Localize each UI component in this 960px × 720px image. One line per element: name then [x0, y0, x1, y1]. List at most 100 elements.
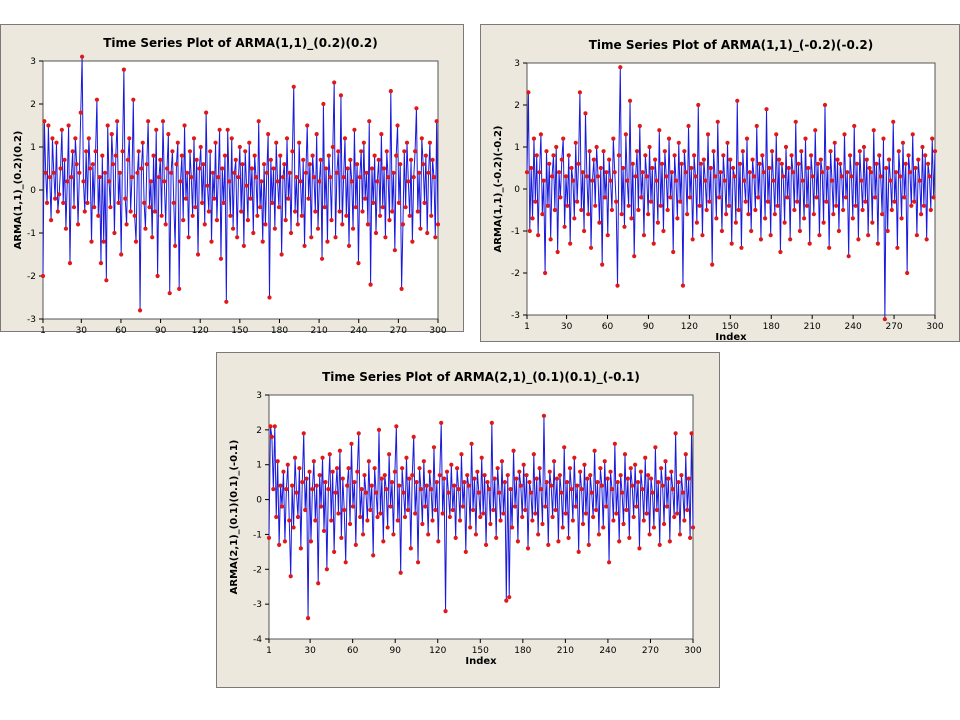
data-point — [615, 480, 620, 485]
data-point — [404, 455, 409, 460]
data-point — [896, 149, 901, 154]
data-point — [793, 119, 798, 124]
data-point — [815, 161, 821, 166]
data-point — [453, 535, 458, 541]
data-point — [332, 80, 337, 85]
x-tick-label: 30 — [76, 326, 88, 333]
data-point — [486, 487, 492, 492]
data-point — [61, 200, 66, 205]
data-point — [152, 209, 157, 214]
data-point — [601, 149, 606, 154]
data-point — [375, 179, 380, 184]
data-point — [676, 140, 681, 145]
series-line — [526, 67, 936, 320]
data-point — [563, 511, 568, 516]
data-point — [378, 511, 383, 516]
data-point — [360, 209, 365, 214]
data-point — [319, 256, 325, 261]
data-point — [530, 216, 535, 221]
data-point — [269, 434, 274, 439]
data-point — [363, 196, 368, 201]
data-point — [284, 136, 290, 141]
x-tick-label: 90 — [389, 646, 401, 656]
data-point — [270, 200, 275, 205]
data-point — [160, 119, 166, 124]
data-point — [802, 216, 807, 221]
data-point — [304, 476, 309, 481]
data-point — [340, 222, 345, 227]
data-point — [199, 200, 205, 205]
data-point — [683, 452, 688, 457]
data-point — [356, 431, 361, 436]
data-point — [113, 153, 118, 158]
data-point — [379, 132, 384, 137]
data-point — [386, 175, 391, 180]
data-point — [431, 445, 437, 450]
data-point — [602, 195, 608, 200]
data-point — [278, 483, 283, 488]
data-point — [243, 149, 248, 154]
data-point — [662, 149, 667, 154]
data-point — [576, 161, 581, 166]
data-point — [730, 165, 736, 171]
data-point — [921, 203, 926, 208]
data-point — [757, 161, 762, 166]
data-point — [839, 174, 844, 179]
data-point — [710, 262, 715, 267]
data-point — [421, 162, 426, 167]
data-point — [774, 132, 779, 137]
data-point — [885, 228, 890, 234]
y-tick-label: 1 — [30, 143, 36, 153]
data-point — [673, 178, 679, 183]
data-point — [315, 226, 321, 231]
data-point — [226, 179, 232, 184]
data-point — [781, 174, 786, 179]
y-tick-label: -3 — [27, 315, 36, 325]
data-point — [291, 84, 296, 89]
data-point — [606, 560, 612, 565]
data-point — [93, 149, 98, 154]
data-point — [400, 222, 406, 227]
data-point — [803, 136, 808, 141]
data-point — [67, 261, 73, 266]
data-point — [55, 209, 60, 214]
y-tick-label: -2 — [511, 269, 520, 279]
data-point — [402, 149, 407, 154]
data-point — [648, 476, 654, 481]
data-point — [565, 480, 570, 485]
data-point — [425, 230, 430, 236]
data-point — [279, 504, 285, 509]
data-point — [460, 504, 466, 509]
data-point — [561, 136, 566, 141]
data-point — [528, 490, 534, 495]
data-point — [563, 174, 569, 179]
data-point — [549, 174, 555, 179]
data-point — [285, 462, 290, 467]
data-point — [543, 270, 548, 276]
data-point — [309, 235, 314, 240]
data-point — [685, 507, 690, 513]
data-point — [230, 226, 236, 231]
data-point — [849, 174, 854, 179]
data-point — [241, 243, 246, 248]
data-point — [573, 140, 578, 145]
data-point — [547, 469, 552, 474]
data-point — [821, 220, 826, 225]
data-point — [251, 230, 256, 236]
data-point — [520, 514, 525, 520]
data-point — [311, 459, 316, 464]
data-point — [580, 170, 585, 175]
data-point — [166, 132, 171, 137]
data-point — [750, 157, 755, 162]
data-point — [927, 174, 932, 179]
data-point — [630, 483, 635, 488]
data-point — [679, 161, 684, 166]
data-point — [822, 102, 828, 108]
x-tick-label: 90 — [643, 322, 655, 332]
data-point — [572, 455, 577, 460]
data-point — [457, 518, 463, 523]
data-point — [40, 273, 46, 279]
data-point — [429, 213, 434, 218]
data-point — [903, 161, 908, 166]
data-point — [611, 518, 616, 523]
